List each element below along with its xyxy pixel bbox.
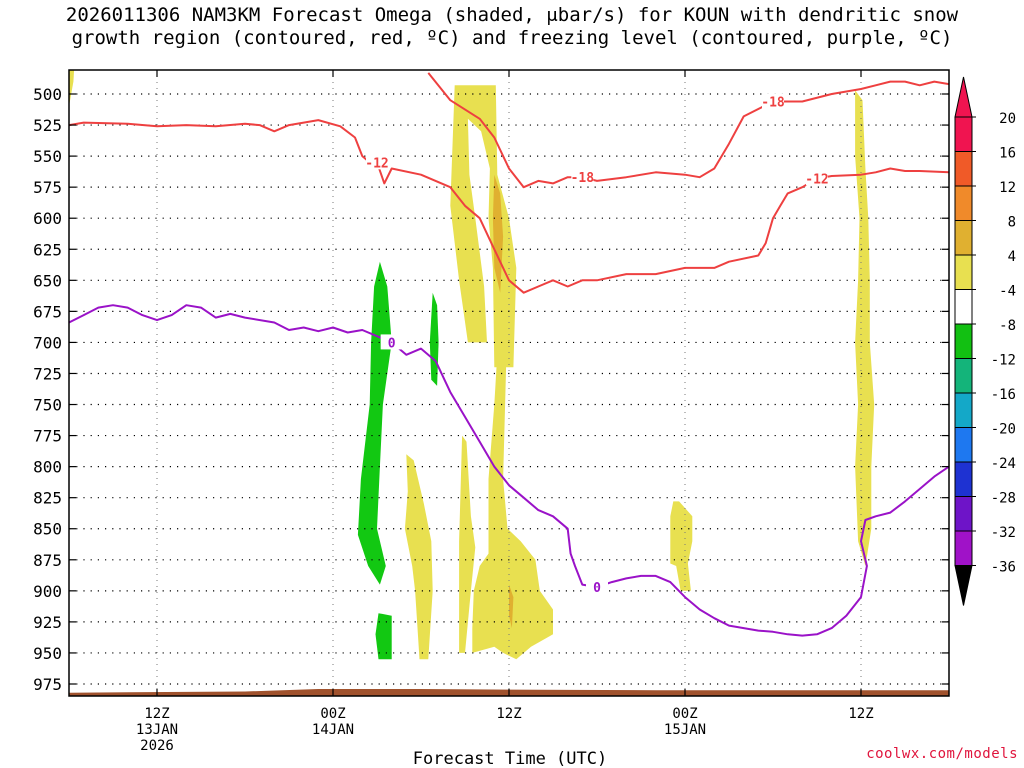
omega-region-3 [404, 454, 433, 660]
colorbar-bin-7 [954, 358, 973, 394]
y-axis-ticks: 500 525 550 575 600 625 650 675 700 725 750 775 800 8… [33, 85, 949, 694]
chart-title-line1: 2026011306 NAM3KM Forecast Omega (shaded… [65, 4, 959, 26]
colorbar-label-12: -32 [991, 525, 1016, 541]
freezing-level-contour-label-bg-1 [586, 579, 608, 595]
colorbar-label-0: 20 [999, 111, 1016, 127]
dgz-contour-minus12-label-0: -12 [365, 156, 388, 171]
contours: -12 -12 -18 -18 0 0 [69, 72, 949, 637]
colorbar-label-8: -16 [991, 387, 1016, 403]
omega-region-8 [509, 584, 514, 629]
colorbar-label-2: 12 [999, 180, 1016, 196]
colorbar-bin-8 [954, 392, 973, 428]
dgz-contour-minus18-label-bg-0 [571, 169, 594, 185]
y-tick-label-825: 825 [33, 489, 62, 508]
chart-title-line2: growth region (contoured, red, ºC) and f… [71, 27, 953, 49]
omega-region-6 [69, 70, 75, 107]
y-tick-label-600: 600 [33, 209, 62, 228]
dgz-contour-minus12-label-bg-1 [806, 170, 828, 186]
colorbar-label-5: -4 [999, 284, 1016, 300]
dgz-contour-minus12-label-1: -12 [805, 172, 828, 187]
colorbar-bin-11 [954, 496, 973, 532]
y-tick-label-675: 675 [33, 302, 62, 321]
x-tick-label-30-0: 12Z [496, 706, 521, 722]
x-tick-label-42-1: 15JAN [664, 722, 706, 738]
freezing-level-contour-label-bg-0 [380, 334, 403, 350]
x-axis-label: Forecast Time (UTC) [413, 749, 607, 768]
y-tick-label-650: 650 [33, 271, 62, 290]
dgz-contour-minus18-label-0: -18 [571, 171, 595, 186]
y-tick-label-900: 900 [33, 582, 62, 601]
x-tick-label-18-1: 14JAN [312, 722, 354, 738]
x-tick-label-18-0: 00Z [320, 706, 345, 722]
y-tick-label-750: 750 [33, 396, 62, 415]
y-tick-label-575: 575 [33, 178, 62, 197]
y-tick-label-975: 975 [33, 675, 62, 694]
site-credit: coolwx.com/models [866, 746, 1018, 762]
x-tick-label-6-0: 12Z [144, 706, 169, 722]
dgz-contour-minus18-label-bg-1 [762, 93, 784, 109]
colorbar-label-6: -8 [999, 318, 1016, 334]
omega-region-10 [375, 613, 392, 660]
y-tick-label-950: 950 [33, 644, 62, 663]
colorbar-label-11: -28 [991, 491, 1016, 507]
colorbar-bin-5 [954, 289, 973, 325]
y-tick-label-875: 875 [33, 551, 62, 570]
colorbar-bin-6 [954, 323, 973, 359]
colorbar-label-7: -12 [991, 353, 1016, 369]
omega-region-1 [472, 330, 553, 660]
omega-region-4 [670, 501, 693, 591]
colorbar: 20 16 12 8 4 -4 -8 -12 -16 -20 -24 -28 -32 -36 [954, 76, 1016, 606]
omega-region-5 [855, 90, 875, 567]
colorbar-bin-10 [954, 461, 973, 497]
dgz-contour-minus12 [69, 119, 949, 294]
y-tick-label-500: 500 [33, 85, 62, 104]
colorbar-label-4: 4 [1008, 249, 1016, 265]
y-tick-label-525: 525 [33, 116, 62, 135]
y-tick-label-725: 725 [33, 364, 62, 383]
omega-region-11 [429, 292, 439, 386]
omega-region-2 [459, 435, 476, 653]
y-tick-label-625: 625 [33, 240, 62, 259]
y-tick-label-550: 550 [33, 147, 62, 166]
x-tick-label-6-2: 2026 [140, 738, 174, 754]
y-tick-label-700: 700 [33, 333, 62, 352]
colorbar-label-3: 8 [1008, 215, 1016, 231]
colorbar-label-10: -24 [991, 456, 1016, 472]
x-tick-label-42-0: 00Z [672, 706, 697, 722]
y-tick-label-850: 850 [33, 520, 62, 539]
freezing-level-contour [69, 304, 949, 637]
colorbar-top-arrow [954, 76, 973, 118]
colorbar-label-1: 16 [999, 146, 1016, 162]
colorbar-bin-3 [954, 220, 973, 256]
freezing-level-contour-label-0: 0 [388, 336, 396, 351]
colorbar-bin-4 [954, 254, 973, 290]
dgz-contour-minus12-label-bg-0 [366, 154, 388, 170]
x-tick-label-6-1: 13JAN [136, 722, 178, 738]
y-tick-label-800: 800 [33, 458, 62, 477]
colorbar-bin-2 [954, 185, 973, 221]
y-tick-label-775: 775 [33, 427, 62, 446]
omega-shading [69, 70, 875, 660]
x-tick-label-54-0: 12Z [848, 706, 873, 722]
y-tick-label-925: 925 [33, 613, 62, 632]
colorbar-bottom-arrow [954, 565, 973, 606]
colorbar-bin-12 [954, 530, 973, 566]
dgz-contour-minus18-label-1: -18 [761, 95, 785, 110]
dgz-contour-minus18 [427, 72, 949, 189]
omega-region-0 [450, 85, 517, 368]
omega-region-9 [357, 261, 392, 585]
colorbar-label-9: -20 [991, 422, 1016, 438]
colorbar-bin-1 [954, 151, 973, 187]
freezing-level-contour-label-1: 0 [593, 581, 601, 596]
colorbar-bin-0 [954, 116, 973, 152]
colorbar-bin-9 [954, 427, 973, 463]
colorbar-label-13: -36 [991, 560, 1016, 576]
